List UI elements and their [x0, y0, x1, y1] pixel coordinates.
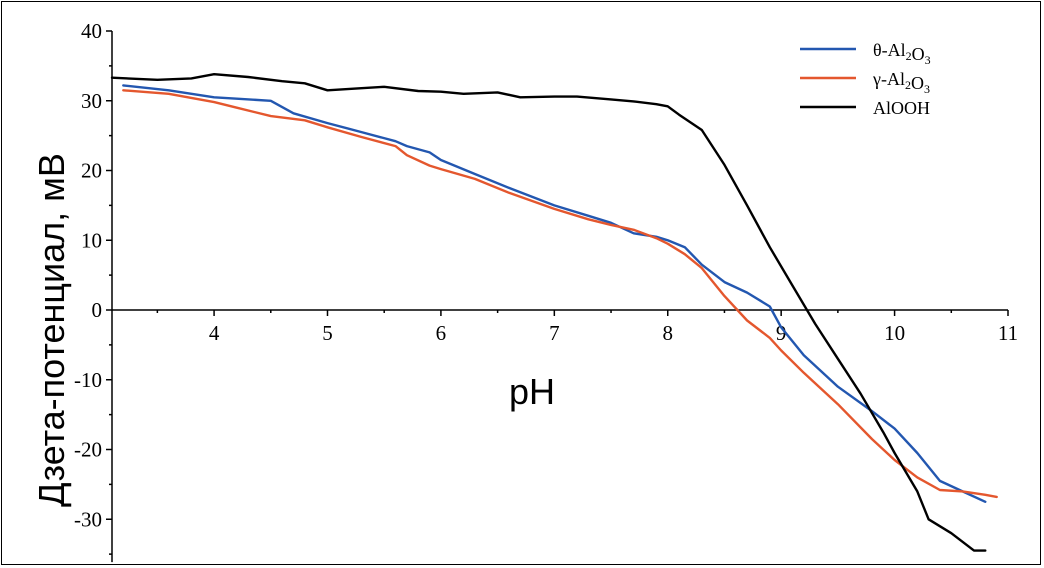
y-tick-label: -30: [74, 507, 102, 531]
x-tick-label: 4: [209, 321, 220, 345]
y-tick-label: 30: [81, 89, 102, 113]
x-tick-label: 5: [322, 321, 333, 345]
x-tick-label: 11: [998, 321, 1018, 345]
x-tick-label: 9: [776, 321, 787, 345]
y-tick-label: -20: [74, 438, 102, 462]
series-line-1: [122, 84, 987, 503]
x-tick-label: 6: [436, 321, 447, 345]
x-axis-title: pH: [509, 371, 555, 412]
y-tick-label: 0: [92, 298, 103, 322]
x-tick-label: 10: [884, 321, 905, 345]
series-line-3: [110, 72, 987, 552]
y-tick-label: -10: [74, 368, 102, 392]
legend-label: AlOOH: [873, 98, 930, 118]
legend-label: θ-Al2O3: [873, 40, 931, 67]
legend-label: γ-Al2O3: [872, 69, 930, 96]
series-layer: [110, 72, 998, 552]
series-line-2: [122, 89, 998, 499]
y-tick-label: 20: [81, 159, 102, 183]
y-tick-label: 10: [81, 228, 102, 252]
axis-ticks: 40 30 20 10 0 -10 -20 -30 4 5 6 7 8 9 10 11: [74, 19, 1018, 555]
x-tick-label: 7: [549, 321, 560, 345]
y-axis-title: Дзета-потенциал, мВ: [31, 153, 72, 507]
x-tick-label: 8: [662, 321, 673, 345]
y-tick-label: 40: [81, 19, 102, 43]
axes: [111, 31, 1008, 563]
